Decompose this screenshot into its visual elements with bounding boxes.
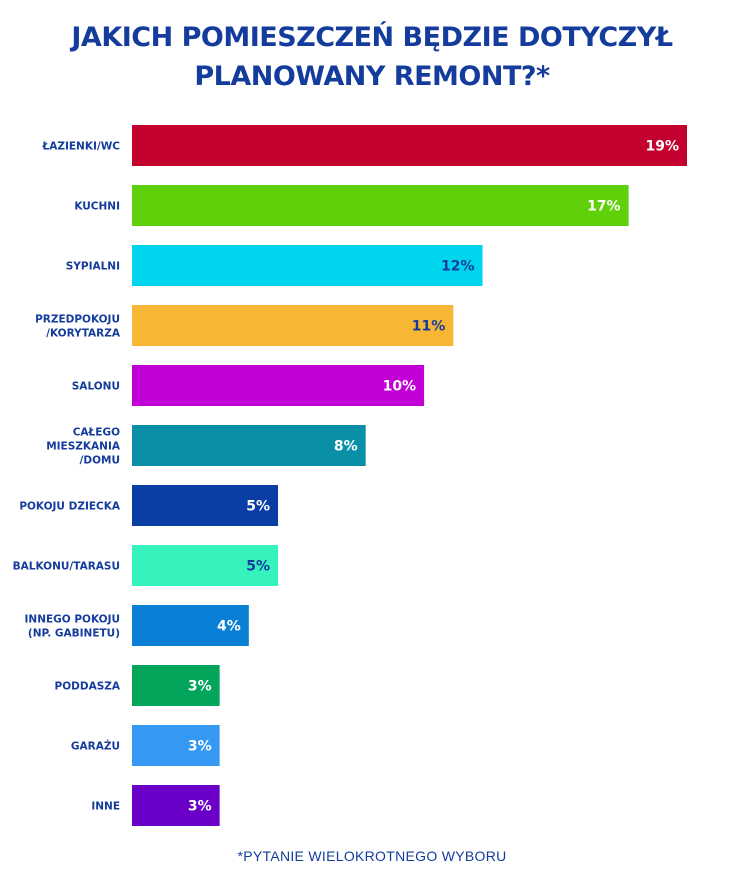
chart-title-line2: PLANOWANY REMONT?* (194, 61, 550, 92)
category-label-2: SYPIALNI (66, 261, 120, 273)
bar-10 (132, 725, 220, 766)
bar-value-label-10: 3% (188, 739, 212, 755)
bar-value-label-11: 3% (188, 799, 212, 815)
chart-title-line1: JAKICH POMIESZCZEŃ BĘDZIE DOTYCZYŁ (71, 22, 673, 53)
bar-value-label-1: 17% (587, 199, 621, 215)
bar-11 (132, 785, 220, 826)
bar-value-label-8: 4% (217, 619, 241, 635)
category-label-3: PRZEDPOKOJU/KORYTARZA (35, 314, 121, 340)
bar-9 (132, 665, 220, 706)
bar-7 (132, 545, 279, 586)
bar-1 (132, 185, 629, 226)
category-label-5: CAŁEGO MIESZKANIA/DOMU (46, 427, 121, 467)
category-label-9: PODDASZA (55, 681, 121, 693)
bar-value-label-5: 8% (334, 439, 358, 455)
category-label-10: GARAŻU (71, 739, 120, 753)
chart-title: JAKICH POMIESZCZEŃ BĘDZIE DOTYCZYŁ PLANO… (0, 18, 744, 96)
category-label-6: POKOJU DZIECKA (19, 501, 121, 513)
category-label-1: KUCHNI (74, 201, 120, 213)
bar-6 (132, 485, 279, 526)
category-label-8: INNEGO POKOJU (NP. GABINETU) (25, 614, 121, 640)
bar-3 (132, 305, 454, 346)
bar-4 (132, 365, 425, 406)
bar-value-label-3: 11% (412, 319, 446, 335)
bar-5 (132, 425, 366, 466)
bar-value-label-2: 12% (441, 259, 475, 275)
category-label-4: SALONU (72, 381, 120, 393)
bar-value-label-9: 3% (188, 679, 212, 695)
bar-value-label-6: 5% (246, 499, 270, 515)
bar-2 (132, 245, 483, 286)
category-label-11: INNE (91, 801, 120, 813)
bar-8 (132, 605, 249, 646)
category-label-0: ŁAZIENKI/WC (41, 141, 120, 153)
bar-0 (132, 125, 687, 166)
category-label-7: BALKONU/TARASU (13, 561, 120, 573)
footnote: *PYTANIE WIELOKROTNEGO WYBORU (237, 848, 507, 864)
bar-value-label-7: 5% (246, 559, 270, 575)
bar-value-label-4: 10% (383, 379, 417, 395)
bar-value-label-0: 19% (645, 139, 679, 155)
